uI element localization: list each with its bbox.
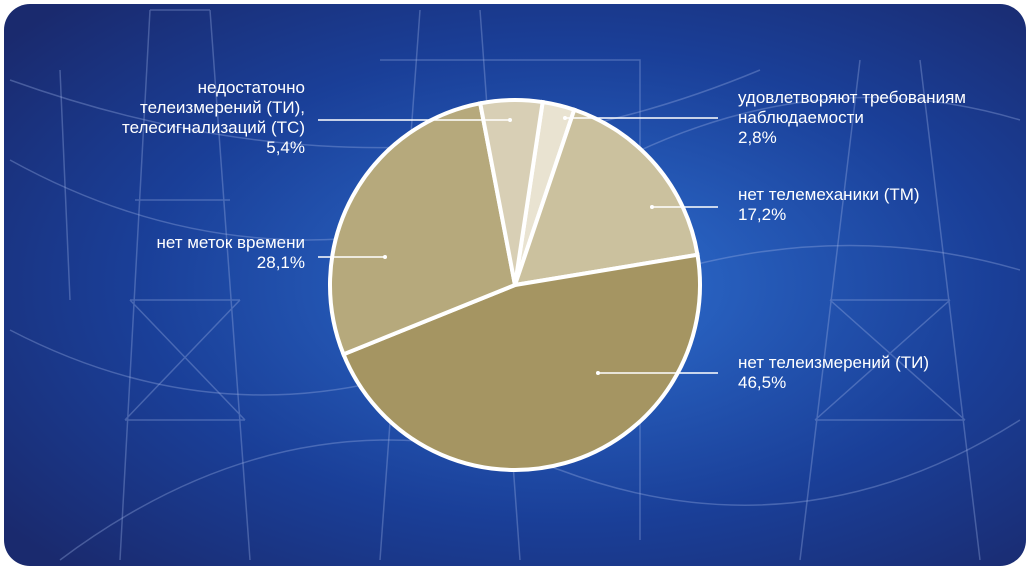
leader-dot bbox=[650, 205, 654, 209]
pie-slice bbox=[328, 100, 518, 357]
pie-slice bbox=[340, 252, 702, 472]
leader-dot bbox=[596, 371, 600, 375]
value-label: 46,5% bbox=[738, 373, 786, 392]
leader-dot bbox=[383, 255, 387, 259]
value-label: 17,2% bbox=[738, 205, 786, 224]
leader-dot bbox=[563, 116, 567, 120]
value-label: 5,4% bbox=[266, 138, 305, 157]
slice-label: удовлетворяют требованиям наблюдаемости bbox=[738, 88, 966, 127]
slice-label: нет меток времени bbox=[156, 233, 305, 252]
value-label: 28,1% bbox=[257, 253, 305, 272]
slice-label: нет телемеханики (ТМ) bbox=[738, 185, 920, 204]
slice-label: нет телеизмерений (ТИ) bbox=[738, 353, 929, 372]
pie-slice bbox=[512, 107, 700, 288]
value-label: 2,8% bbox=[738, 128, 777, 147]
leader-dot bbox=[508, 118, 512, 122]
pie-slice bbox=[477, 98, 545, 286]
slice-label: недостаточно телеизмерений (ТИ), телесигна… bbox=[122, 78, 305, 137]
